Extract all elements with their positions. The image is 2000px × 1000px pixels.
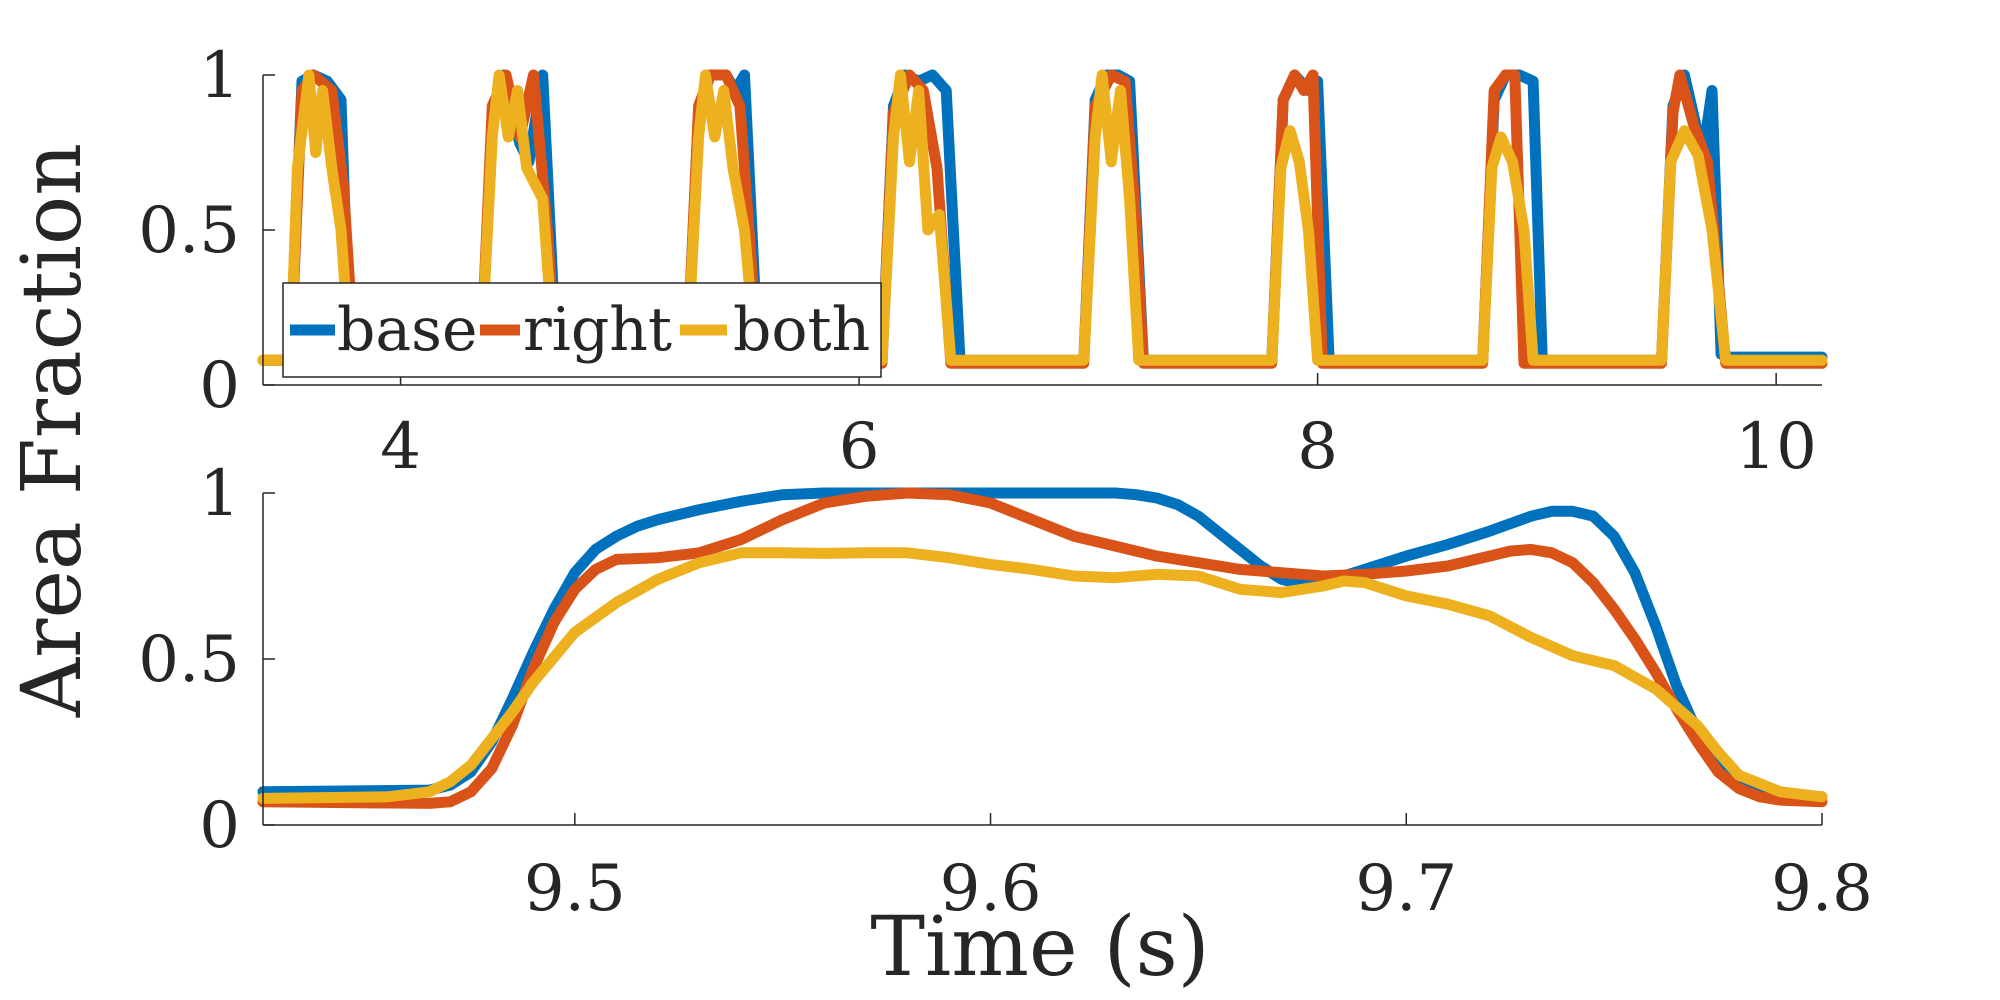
zoom-y-tick-label: 1: [199, 457, 240, 531]
zoom-panel: 9.5 9.6 9.7 9.8 00.51: [138, 457, 1873, 926]
zoom-x-tick-label: 9.7: [1355, 852, 1457, 926]
overview-y-ticks: 00.51: [138, 39, 275, 423]
legend-box: [282, 282, 882, 378]
overview-y-tick-label: 0: [199, 349, 240, 423]
overview-y-tick-label: 0.5: [138, 194, 240, 268]
zoom-y-ticks: 00.51: [138, 457, 275, 863]
zoom-series-right: [257, 487, 1828, 809]
zoom-y-tick-label: 0.5: [138, 623, 240, 697]
zoom-x-tick-label: 9.5: [524, 852, 626, 926]
legend-label-base: base: [337, 295, 477, 365]
overview-x-tick-label: 10: [1735, 410, 1816, 484]
overview-x-tick-label: 4: [380, 410, 421, 484]
zoom-series-both: [257, 547, 1828, 804]
x-axis-label: Time (s): [870, 900, 1209, 995]
zoom-y-tick-label: 0: [199, 789, 240, 863]
zoom-x-tick-label: 9.8: [1771, 852, 1873, 926]
overview-series-both: [257, 69, 1828, 366]
overview-series-group: [257, 69, 1828, 369]
overview-x-tick-label: 6: [839, 410, 880, 484]
legend-label-both: both: [733, 295, 870, 365]
overview-x-ticks: 4 6 8 10: [380, 373, 1817, 484]
zoom-series-group: [257, 487, 1828, 809]
zoom-series-base: [257, 487, 1828, 803]
legend: base right both: [282, 282, 882, 378]
zoom-x-tick-label: 9.6: [940, 852, 1042, 926]
y-axis-label: Area Fraction: [5, 143, 100, 718]
overview-panel: 4 6 8 10 00.51 base right both: [138, 39, 1828, 484]
legend-label-right: right: [523, 295, 672, 365]
overview-y-tick-label: 1: [199, 39, 240, 113]
zoom-x-ticks: 9.5 9.6 9.7 9.8: [524, 813, 1873, 926]
overview-x-tick-label: 8: [1297, 410, 1338, 484]
